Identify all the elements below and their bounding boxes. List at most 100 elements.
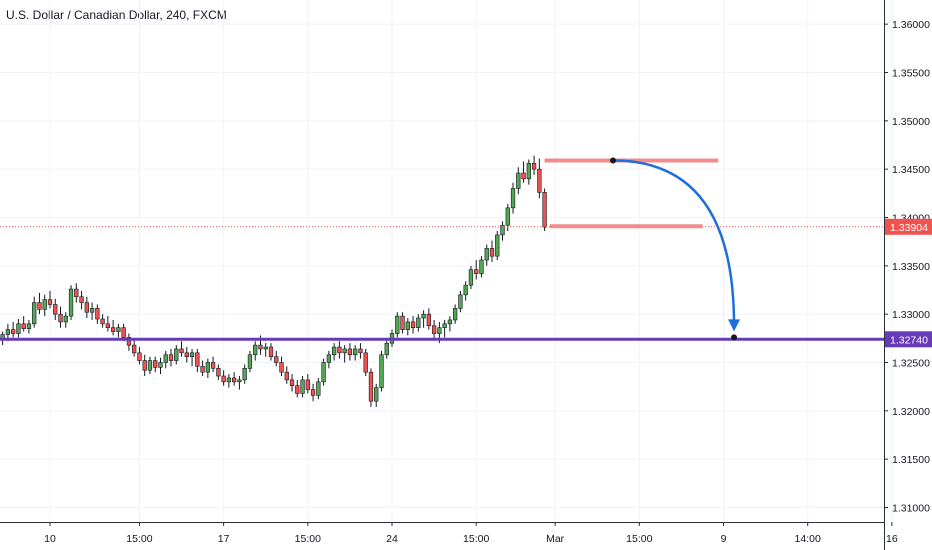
candle-body[interactable] (195, 352, 200, 367)
candle-body[interactable] (447, 319, 453, 325)
candle-body[interactable] (305, 379, 310, 390)
candle-body[interactable] (68, 288, 74, 317)
candle-body[interactable] (374, 387, 379, 402)
candle-body[interactable] (37, 302, 42, 310)
candle-body[interactable] (247, 354, 253, 369)
candle-body[interactable] (516, 172, 521, 189)
candle-body[interactable] (116, 327, 121, 332)
candle-body[interactable] (242, 367, 247, 381)
candle-body[interactable] (53, 304, 58, 315)
candle-body[interactable] (410, 321, 416, 328)
candle-body[interactable] (463, 284, 468, 296)
candle-body[interactable] (47, 299, 53, 305)
candle-body[interactable] (337, 346, 342, 354)
candle-body[interactable] (510, 188, 516, 209)
candle-body[interactable] (395, 315, 400, 334)
candle-body[interactable] (505, 207, 510, 226)
projection-arrow[interactable] (613, 159, 736, 326)
candle-body[interactable] (137, 352, 142, 361)
candle-body[interactable] (368, 371, 374, 402)
candle-body[interactable] (353, 348, 358, 356)
candle-body[interactable] (316, 381, 321, 396)
candle-body[interactable] (189, 352, 195, 358)
candle-body[interactable] (253, 344, 258, 356)
candle-body[interactable] (500, 224, 505, 236)
candle-body[interactable] (363, 352, 368, 373)
candle-body[interactable] (468, 269, 474, 286)
candle-body[interactable] (32, 302, 37, 325)
candle-body[interactable] (310, 389, 316, 396)
candle-body[interactable] (379, 354, 384, 388)
candle-body[interactable] (321, 362, 326, 383)
candle-body[interactable] (147, 360, 153, 371)
candle-body[interactable] (79, 296, 84, 303)
candle-body[interactable] (274, 356, 279, 363)
candle-body[interactable] (542, 192, 547, 228)
candle-body[interactable] (11, 329, 16, 334)
candle-body[interactable] (63, 315, 68, 323)
candle-body[interactable] (74, 288, 79, 298)
candle-body[interactable] (421, 313, 426, 319)
candle-body[interactable] (531, 163, 537, 170)
candle-body[interactable] (232, 377, 237, 383)
candle-body[interactable] (284, 371, 289, 381)
candle-body[interactable] (453, 308, 458, 321)
candle-body[interactable] (168, 354, 174, 361)
candle-body[interactable] (221, 375, 226, 383)
candle-body[interactable] (179, 348, 184, 354)
candle-body[interactable] (205, 362, 210, 373)
candle-body[interactable] (216, 367, 221, 377)
candle-body[interactable] (210, 362, 216, 369)
candle-body[interactable] (142, 360, 147, 371)
candle-body[interactable] (279, 362, 284, 373)
candle-body[interactable] (489, 248, 495, 257)
candle-body[interactable] (132, 344, 137, 354)
candle-body[interactable] (16, 323, 21, 334)
candle-body[interactable] (226, 377, 232, 383)
candle-body[interactable] (289, 379, 295, 386)
candle-body[interactable] (479, 259, 484, 274)
candle-body[interactable] (268, 346, 274, 357)
candle-body[interactable] (495, 234, 500, 257)
candle-body[interactable] (26, 323, 32, 329)
candle-body[interactable] (431, 325, 437, 334)
candle-body[interactable] (105, 323, 111, 329)
candle-body[interactable] (200, 366, 205, 373)
candle-body[interactable] (295, 385, 300, 394)
candle-body[interactable] (442, 323, 447, 329)
candle-body[interactable] (84, 302, 89, 313)
candle-body[interactable] (89, 308, 95, 313)
candle-body[interactable] (537, 168, 542, 193)
candle-body[interactable] (126, 337, 132, 346)
candle-body[interactable] (21, 323, 26, 329)
candle-body[interactable] (95, 308, 100, 320)
candle-body[interactable] (358, 348, 363, 354)
candle-body[interactable] (184, 352, 189, 358)
candle-body[interactable] (121, 327, 126, 338)
candle-body[interactable] (42, 299, 47, 310)
candle-body[interactable] (153, 360, 158, 368)
candle-body[interactable] (426, 313, 431, 327)
candle-body[interactable] (484, 248, 489, 261)
candle-body[interactable] (331, 346, 337, 356)
candle-body[interactable] (342, 348, 347, 354)
candle-body[interactable] (258, 344, 263, 350)
candle-body[interactable] (416, 317, 421, 328)
candle-body[interactable] (58, 313, 63, 323)
candle-body[interactable] (158, 362, 163, 368)
candle-body[interactable] (174, 348, 179, 361)
candle-body[interactable] (405, 321, 410, 330)
candle-body[interactable] (326, 354, 332, 363)
candle-body[interactable] (474, 269, 479, 274)
candle-body[interactable] (458, 294, 463, 309)
candle-body[interactable] (300, 379, 305, 394)
candle-body[interactable] (347, 348, 353, 356)
candle-body[interactable] (5, 329, 11, 335)
candle-body[interactable] (100, 318, 105, 325)
candle-body[interactable] (437, 327, 442, 334)
candle-body[interactable] (384, 342, 389, 356)
candle-body[interactable] (521, 172, 526, 180)
candle-body[interactable] (263, 346, 268, 350)
candle-body[interactable] (526, 163, 531, 180)
